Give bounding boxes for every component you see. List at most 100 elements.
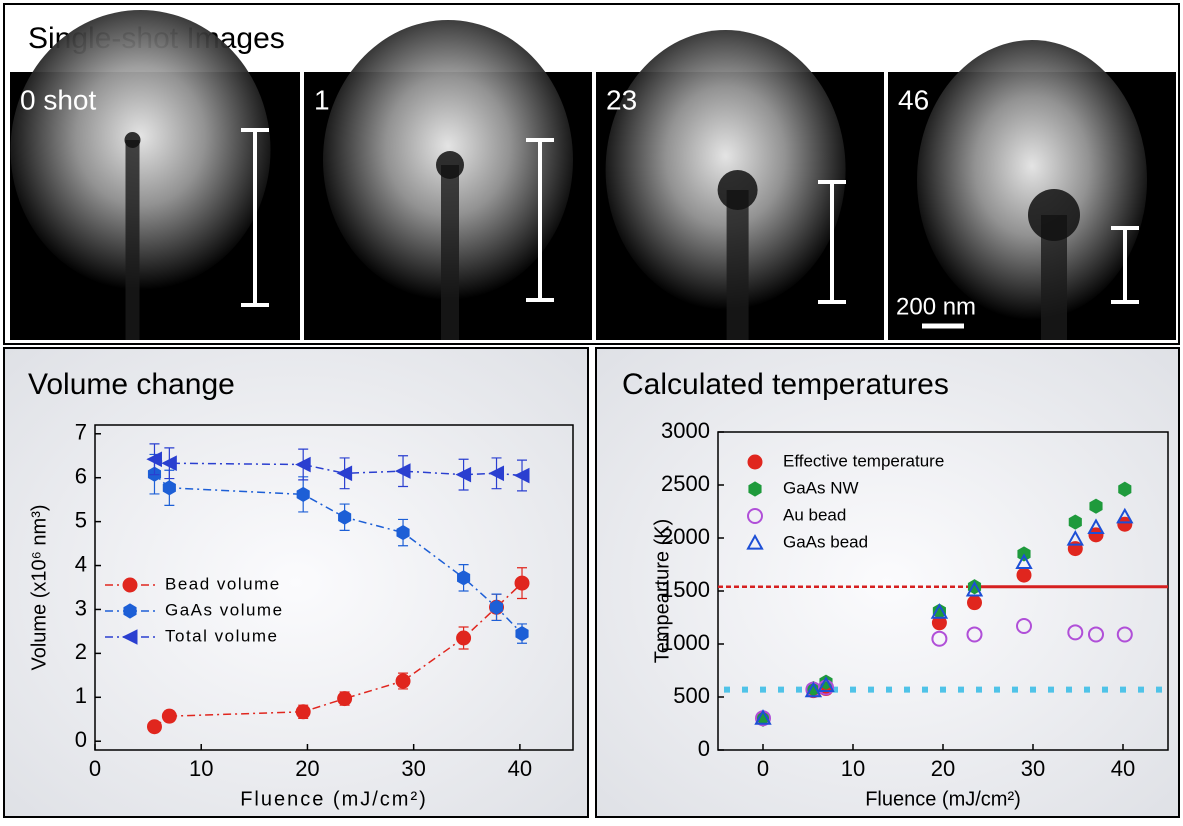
- legend-label: Bead volume: [165, 574, 281, 593]
- y-tick-label: 0: [698, 736, 710, 761]
- legend-label: Total volume: [165, 626, 278, 645]
- nanowire: [726, 190, 749, 340]
- data-point: [754, 709, 772, 725]
- legend-marker: [747, 454, 763, 470]
- data-point: [488, 465, 505, 482]
- data-point: [967, 595, 982, 611]
- x-tick-label: 10: [189, 756, 213, 781]
- legend-marker: [123, 603, 137, 619]
- y-tick-label: 3: [75, 595, 87, 620]
- y-tick-label: 1000: [661, 630, 710, 655]
- bead: [124, 132, 141, 148]
- x-tick-label: 20: [295, 756, 319, 781]
- data-point: [162, 480, 176, 496]
- x-tick-label: 0: [89, 756, 101, 781]
- emission-glow: [10, 10, 271, 290]
- data-point: [146, 719, 162, 735]
- emission-glow: [605, 30, 846, 310]
- legend-marker: [746, 533, 764, 550]
- bead: [1028, 189, 1080, 241]
- x-tick-label: 40: [508, 756, 532, 781]
- bead: [436, 151, 464, 179]
- y-tick-label: 5: [75, 507, 87, 532]
- data-point: [817, 676, 835, 692]
- data-point: [1088, 626, 1104, 643]
- y-tick-label: 4: [75, 551, 87, 576]
- data-point: [804, 681, 823, 698]
- chart-title: Volume change: [28, 368, 235, 401]
- data-point: [295, 704, 311, 720]
- chart-title: Calculated temperatures: [622, 368, 949, 401]
- data-point: [1016, 567, 1032, 583]
- nanowire: [441, 165, 459, 340]
- legend-label: GaAs bead: [783, 532, 868, 551]
- x-tick-label: 40: [1111, 756, 1135, 781]
- x-tick-label: 30: [1021, 756, 1045, 781]
- legend-label: Au bead: [783, 505, 846, 524]
- data-point: [337, 691, 353, 707]
- data-point: [456, 630, 472, 646]
- bead: [717, 170, 758, 210]
- legend-marker: [122, 577, 138, 593]
- x-tick-label: 20: [931, 756, 955, 781]
- legend-marker: [121, 629, 138, 645]
- series-line: [154, 582, 523, 728]
- legend-label: GaAs NW: [783, 478, 859, 497]
- data-point: [1116, 626, 1133, 643]
- data-point: [457, 570, 471, 586]
- data-point: [1117, 516, 1133, 532]
- data-point: [146, 451, 162, 468]
- data-point: [513, 467, 530, 484]
- data-point: [1066, 530, 1084, 546]
- data-point: [396, 525, 410, 541]
- data-point: [1068, 514, 1082, 530]
- y-tick-label: 1500: [661, 577, 710, 602]
- data-point: [1116, 507, 1134, 524]
- y-tick-label: 7: [75, 420, 87, 445]
- y-tick-label: 2500: [661, 471, 710, 496]
- image-label: 1: [314, 84, 330, 115]
- data-point: [394, 463, 411, 479]
- data-point: [1118, 481, 1132, 497]
- image-label: 46: [898, 84, 929, 115]
- y-tick-label: 1: [75, 683, 87, 708]
- data-point: [161, 455, 177, 472]
- temperature-panel: [595, 347, 1180, 818]
- y-tick-label: 6: [75, 464, 87, 489]
- image-label: 0 shot: [20, 84, 96, 115]
- legend-marker: [748, 481, 762, 497]
- y-tick-label: 0: [75, 727, 87, 752]
- y-tick-label: 3000: [661, 418, 710, 443]
- data-point: [1089, 498, 1103, 514]
- y-axis-label: Tempearture (K): [651, 519, 673, 664]
- x-tick-label: 30: [401, 756, 425, 781]
- data-point: [296, 486, 310, 502]
- data-point: [930, 603, 949, 619]
- data-point: [395, 673, 411, 689]
- data-point: [931, 630, 948, 647]
- volume-panel: [3, 347, 589, 818]
- legend-label: Effective temperature: [783, 451, 944, 470]
- legend-marker: [747, 508, 763, 524]
- data-point: [514, 575, 530, 591]
- data-point: [1087, 518, 1105, 534]
- emission-glow: [917, 40, 1147, 320]
- x-axis-label: Fluence (mJ/cm²): [865, 788, 1021, 810]
- scale-bar-label: 200 nm: [896, 293, 976, 320]
- data-point: [1088, 527, 1104, 543]
- data-point: [338, 509, 352, 525]
- data-point: [455, 466, 472, 483]
- x-tick-label: 10: [841, 756, 865, 781]
- data-point: [1015, 553, 1033, 569]
- data-point: [966, 626, 983, 643]
- data-point: [1067, 624, 1084, 641]
- image-label: 23: [606, 84, 637, 115]
- x-axis-label: Fluence (mJ/cm²): [240, 788, 428, 810]
- nanowire: [125, 140, 140, 340]
- data-point: [1016, 617, 1032, 634]
- data-point: [818, 679, 834, 696]
- legend-label: GaAs volume: [165, 600, 284, 619]
- data-point: [965, 580, 984, 597]
